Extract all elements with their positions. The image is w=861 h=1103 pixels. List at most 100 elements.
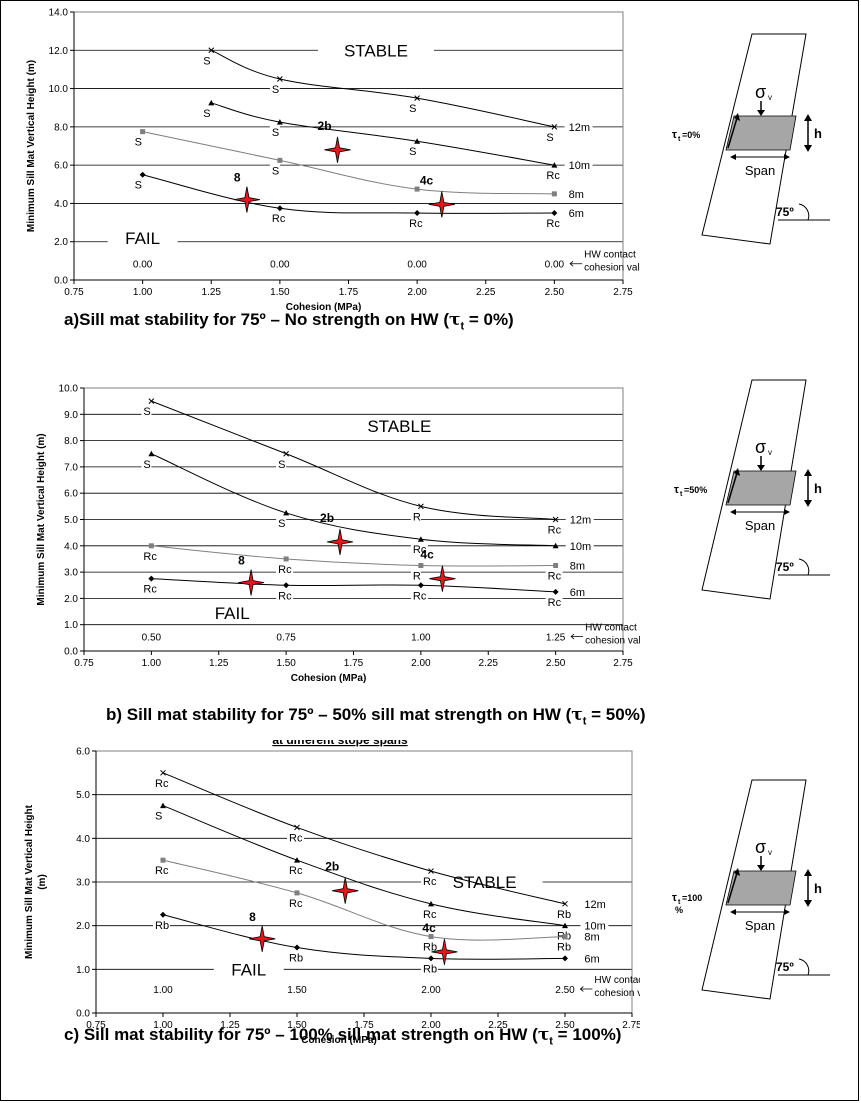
x-tick-label: 2.75 bbox=[613, 658, 633, 669]
x-tick-label: 2.75 bbox=[613, 287, 633, 298]
sill-mat bbox=[725, 870, 797, 906]
case-star bbox=[429, 565, 456, 592]
tau-value-cont: % bbox=[675, 905, 683, 915]
caption-b: b) Sill mat stability for 75º – 50% sill… bbox=[106, 705, 646, 728]
x-tick-label: 2.00 bbox=[411, 658, 431, 669]
x-axis-label: Cohesion (MPa) bbox=[301, 1035, 377, 1046]
point-label: S bbox=[135, 137, 142, 149]
series-name-bg bbox=[580, 951, 609, 965]
point-marker bbox=[283, 556, 289, 562]
point-label-bg bbox=[276, 516, 287, 530]
series-name-bg bbox=[580, 918, 609, 932]
sigma-symbol: σ bbox=[755, 837, 766, 857]
point-label: Rc bbox=[423, 876, 437, 888]
stable-label-bg bbox=[341, 416, 458, 437]
hw-value: 1.25 bbox=[546, 633, 566, 644]
y-axis-label: Minimum Sill Mat Vertical Height (m) bbox=[36, 433, 47, 605]
series-name-label: 6m bbox=[584, 953, 599, 965]
point-marker bbox=[277, 157, 283, 163]
point-label-bg bbox=[545, 569, 563, 583]
sigma-arrowhead bbox=[757, 110, 765, 116]
point-marker bbox=[294, 944, 300, 951]
x-tick-label: 2.00 bbox=[421, 1020, 441, 1031]
y-tick-label: 1.0 bbox=[76, 965, 90, 976]
hw-value: 2.00 bbox=[421, 985, 441, 996]
stable-label: STABLE bbox=[367, 417, 431, 436]
fail-label: FAIL bbox=[231, 960, 266, 979]
point-label-bg bbox=[545, 523, 563, 537]
x-axis-label: Cohesion (MPa) bbox=[291, 673, 367, 684]
point-label-bg bbox=[421, 940, 438, 954]
span-label: Span bbox=[745, 518, 775, 533]
case-label: 4c bbox=[420, 173, 434, 187]
point-label: Rc bbox=[413, 590, 427, 602]
hw-value: 0.00 bbox=[133, 260, 153, 271]
y-tick-label: 7.0 bbox=[64, 462, 78, 473]
tau-arrowhead bbox=[734, 868, 740, 876]
point-label-bg bbox=[201, 106, 212, 120]
fail-label-bg bbox=[107, 227, 178, 248]
point-label-bg bbox=[421, 962, 438, 976]
point-marker bbox=[562, 922, 568, 929]
point-marker bbox=[283, 582, 290, 589]
x-tick-label: 1.25 bbox=[202, 287, 222, 298]
series-name-bg bbox=[565, 558, 594, 572]
series-name-label: 8m bbox=[584, 932, 599, 944]
point-marker bbox=[428, 900, 434, 907]
point-label-bg bbox=[153, 864, 170, 878]
span-arrowhead-right bbox=[784, 154, 790, 160]
y-axis-label: Minimum Sill Mat Vertical Height (m) bbox=[26, 60, 37, 232]
hw-value: 0.00 bbox=[545, 260, 565, 271]
h-arrowhead-up bbox=[804, 114, 812, 121]
case-label: 2b bbox=[318, 119, 332, 133]
h-arrowhead-down bbox=[804, 145, 812, 152]
point-label-bg bbox=[544, 130, 555, 144]
sill-mat bbox=[725, 115, 797, 151]
point-marker bbox=[414, 186, 420, 192]
hw-arrow bbox=[570, 633, 584, 640]
point-label: S bbox=[272, 127, 279, 139]
case-star bbox=[428, 191, 455, 218]
point-label-bg bbox=[201, 54, 212, 68]
series-line-10m bbox=[151, 453, 556, 547]
y-tick-label: 10.0 bbox=[59, 384, 79, 395]
y-tick-label: 0.0 bbox=[54, 276, 68, 287]
point-marker bbox=[551, 124, 558, 130]
y-tick-label: 2.0 bbox=[54, 237, 68, 248]
x-tick-label: 2.75 bbox=[622, 1020, 640, 1031]
point-marker bbox=[418, 563, 424, 569]
point-marker bbox=[148, 575, 155, 582]
span-arrowhead-left bbox=[730, 154, 736, 160]
series-line-8m bbox=[142, 131, 555, 195]
point-label-bg bbox=[421, 875, 438, 889]
point-label-bg bbox=[407, 145, 418, 159]
point-label-bg bbox=[287, 896, 304, 910]
series-name-bg bbox=[565, 584, 594, 598]
hw-arrow bbox=[569, 260, 583, 267]
point-label-bg bbox=[141, 582, 159, 596]
hw-contact-label: HW contact bbox=[585, 623, 637, 634]
y-tick-label: 5.0 bbox=[64, 515, 78, 526]
y-tick-label: 9.0 bbox=[64, 410, 78, 421]
span-arrowhead-left bbox=[730, 909, 736, 915]
y-tick-label: 4.0 bbox=[64, 541, 78, 552]
point-label: S bbox=[546, 132, 553, 144]
point-label: Rc bbox=[155, 865, 169, 877]
angle-label: 75º bbox=[776, 960, 794, 974]
point-marker bbox=[414, 210, 421, 216]
h-arrowhead-up bbox=[804, 469, 812, 476]
caption-c: c) Sill mat stability for 75º – 100% sil… bbox=[64, 1025, 622, 1048]
diagram-c: σ v h Span τ t =100% 75º bbox=[672, 779, 830, 1000]
sigma-subscript: v bbox=[768, 848, 772, 857]
point-label-bg bbox=[269, 83, 280, 96]
point-marker bbox=[148, 450, 155, 457]
partial-title: at different stope spans bbox=[272, 740, 408, 747]
point-label: Rc bbox=[272, 213, 286, 225]
series-name-label: 12m bbox=[584, 899, 605, 911]
y-tick-label: 12.0 bbox=[49, 46, 69, 57]
point-label: S bbox=[203, 108, 210, 120]
point-label: Rc bbox=[548, 571, 562, 583]
angle-arc bbox=[798, 203, 810, 221]
case-label: 4c bbox=[422, 921, 436, 935]
